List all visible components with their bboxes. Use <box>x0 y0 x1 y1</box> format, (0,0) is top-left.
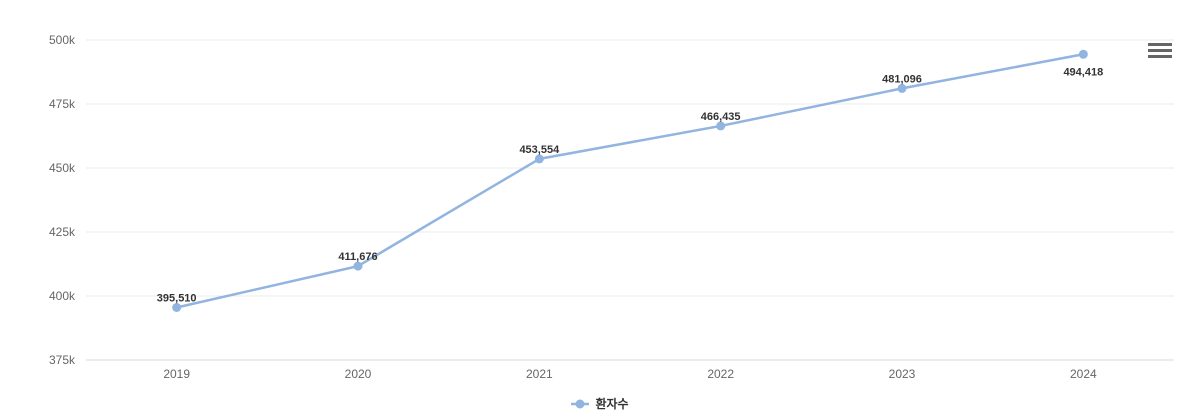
y-axis-tick-label: 475k <box>49 97 76 111</box>
data-point[interactable] <box>716 121 726 131</box>
data-label: 453,554 <box>519 144 560 156</box>
x-axis-tick-label: 2021 <box>526 367 553 381</box>
data-point[interactable] <box>172 302 182 312</box>
chart-context-menu-button[interactable] <box>1146 40 1174 60</box>
data-label: 395,510 <box>157 292 197 304</box>
data-point[interactable] <box>897 83 907 93</box>
x-axis-tick-label: 2022 <box>707 367 734 381</box>
y-axis-tick-label: 400k <box>49 289 76 303</box>
legend-item[interactable]: 환자수 <box>0 396 1200 412</box>
data-label: 494,418 <box>1063 66 1103 78</box>
data-point[interactable] <box>353 261 363 271</box>
data-point[interactable] <box>1078 49 1088 59</box>
x-axis-tick-label: 2024 <box>1070 367 1097 381</box>
y-axis-tick-label: 375k <box>49 353 76 367</box>
series-line <box>175 53 1085 309</box>
x-axis-tick-label: 2023 <box>889 367 916 381</box>
x-axis-tick-label: 2020 <box>345 367 372 381</box>
data-point[interactable] <box>534 154 544 164</box>
y-axis-tick-label: 450k <box>49 161 76 175</box>
y-axis-tick-label: 425k <box>49 225 76 239</box>
chart-plot-area: 375k 400k 425k 450k 475k 500k 2019 2020 2021 2022… <box>49 33 1174 381</box>
legend-label: 환자수 <box>595 397 629 411</box>
x-axis-tick-label: 2019 <box>163 367 190 381</box>
legend-marker-icon <box>571 399 590 409</box>
data-label: 481,096 <box>882 73 922 85</box>
data-label: 466,435 <box>701 111 741 123</box>
y-axis-tick-label: 500k <box>49 33 76 47</box>
hamburger-menu-icon <box>1148 42 1172 58</box>
data-label: 411,676 <box>338 251 377 263</box>
